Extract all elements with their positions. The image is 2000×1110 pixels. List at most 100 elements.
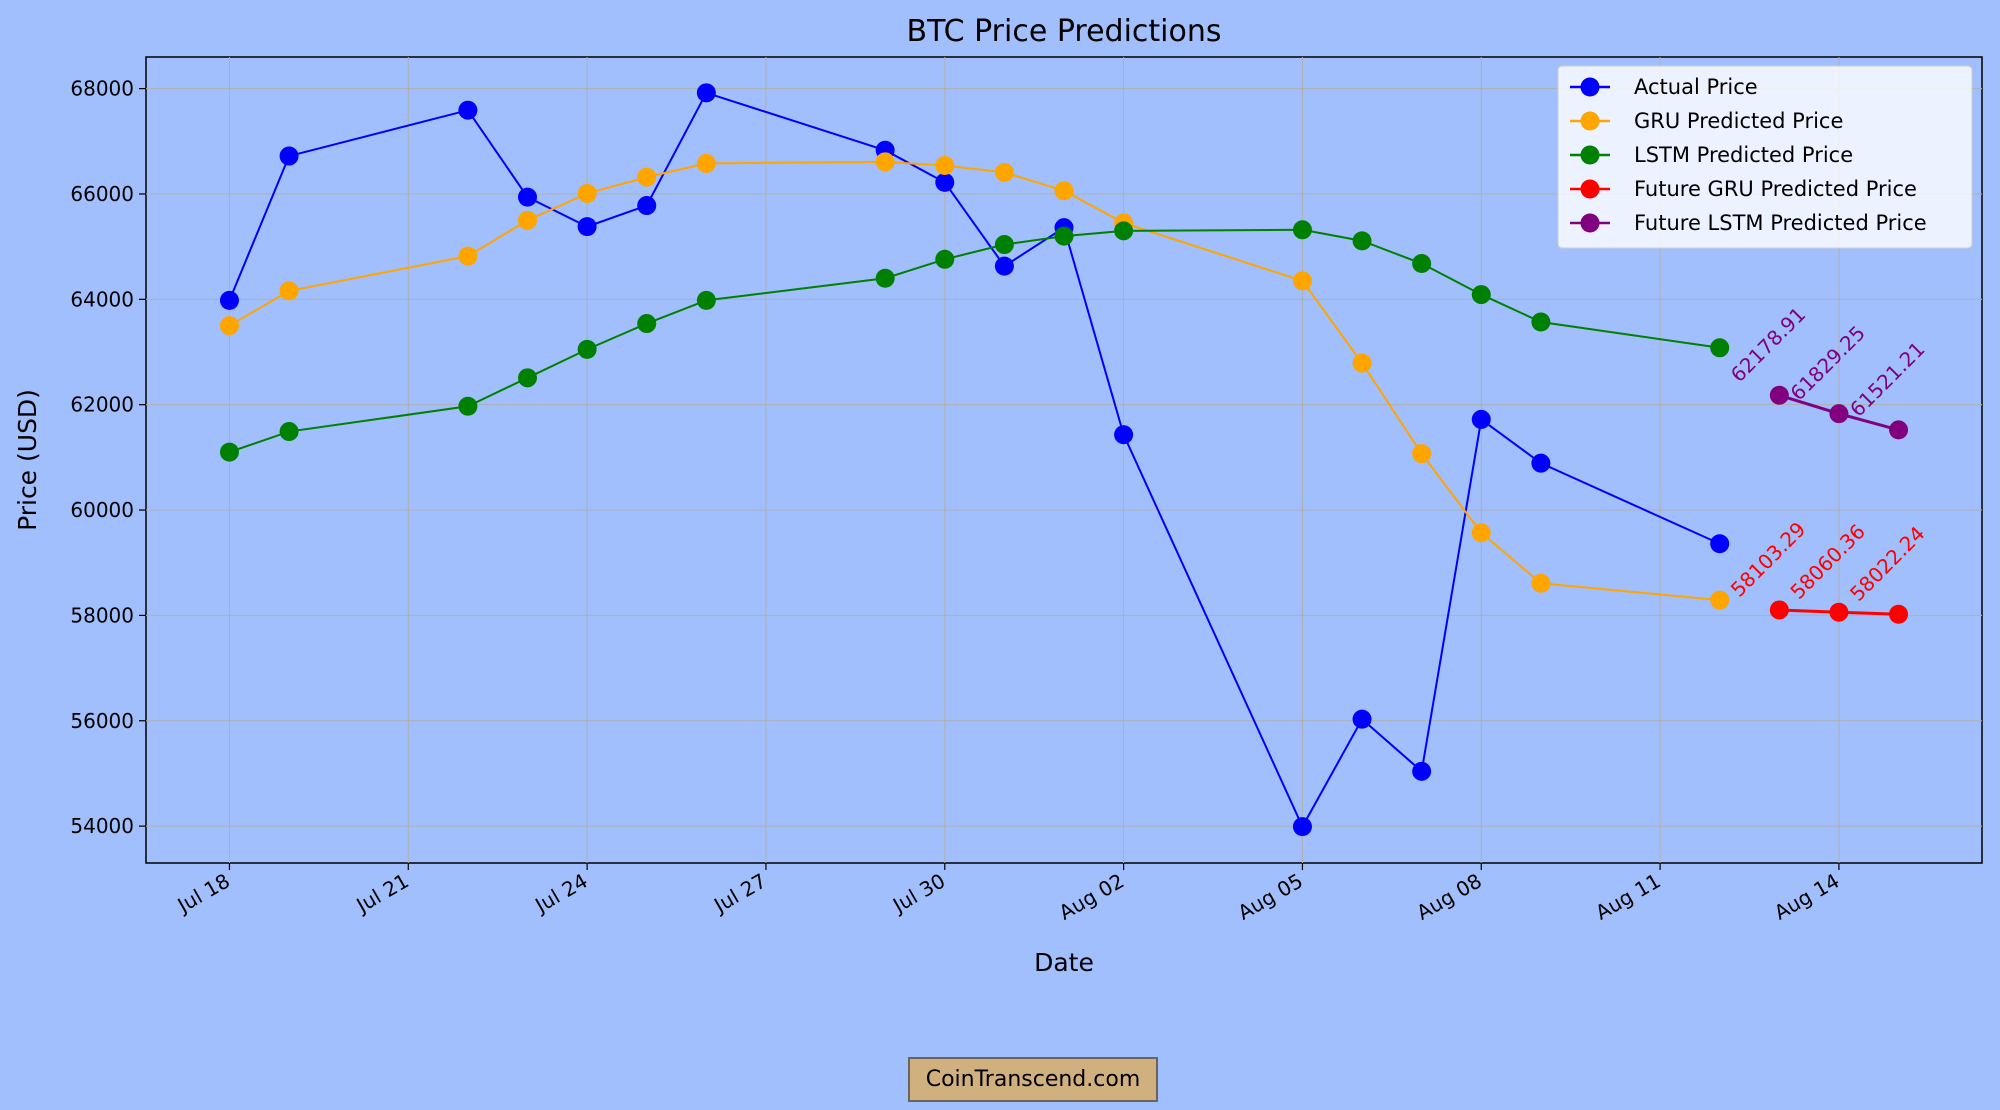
- data-point: [518, 368, 538, 388]
- legend-marker: [1580, 213, 1600, 233]
- data-point: [1292, 220, 1312, 240]
- series-line: [228, 160, 1720, 602]
- data-point: [219, 290, 239, 310]
- data-point: [1471, 409, 1491, 429]
- data-point: [1352, 353, 1372, 373]
- legend-label: LSTM Predicted Price: [1634, 143, 1853, 167]
- data-point: [994, 256, 1014, 276]
- series-line: [228, 91, 1721, 829]
- data-point: [935, 249, 955, 269]
- data-point: [696, 290, 716, 310]
- x-axis-title: Date: [1034, 948, 1094, 977]
- x-tick-label: Jul 18: [172, 869, 234, 919]
- data-point: [1292, 271, 1312, 291]
- data-point: [875, 152, 895, 172]
- data-point: [458, 100, 478, 120]
- legend-marker: [1580, 179, 1600, 199]
- x-axis: Jul 18 Jul 21 Jul 24 Jul 27 Jul 30 Aug 02 Aug …: [172, 863, 1843, 925]
- legend-label: Future GRU Predicted Price: [1634, 177, 1917, 201]
- x-tick-label: Aug 02: [1055, 869, 1128, 925]
- data-point: [1531, 453, 1551, 473]
- series-0: [219, 83, 1730, 837]
- data-point: [577, 217, 597, 237]
- series-layer: [219, 83, 1909, 837]
- series-1: [219, 152, 1730, 610]
- legend-label: Actual Price: [1634, 75, 1758, 99]
- legend-marker: [1580, 111, 1600, 131]
- data-point: [458, 396, 478, 416]
- series-line: [229, 228, 1720, 454]
- legend-marker: [1580, 145, 1600, 165]
- data-point: [1710, 590, 1730, 610]
- data-point: [696, 83, 716, 103]
- data-point: [1471, 523, 1491, 543]
- x-tick-label: Jul 30: [887, 869, 949, 919]
- x-tick-label: Aug 11: [1591, 869, 1664, 925]
- legend: Actual Price GRU Predicted Price LSTM Pred…: [1557, 65, 1973, 249]
- y-tick-label: 54000: [70, 814, 134, 838]
- data-point: [1412, 444, 1432, 464]
- data-point: [994, 162, 1014, 182]
- legend-marker: [1580, 77, 1600, 97]
- data-point: [1710, 338, 1730, 358]
- data-point: [518, 210, 538, 230]
- x-tick-label: Aug 05: [1234, 869, 1307, 925]
- data-point: [458, 246, 478, 266]
- legend-label: GRU Predicted Price: [1634, 109, 1843, 133]
- legend-box: [1557, 65, 1973, 249]
- data-point: [1769, 600, 1789, 620]
- y-tick-label: 58000: [70, 603, 134, 627]
- data-point: [1054, 226, 1074, 246]
- legend-label: Future LSTM Predicted Price: [1634, 211, 1927, 235]
- data-point: [935, 172, 955, 192]
- data-point: [1114, 425, 1134, 445]
- data-point: [1889, 420, 1909, 440]
- data-point: [279, 422, 299, 442]
- data-point: [1531, 573, 1551, 593]
- y-tick-label: 56000: [70, 709, 134, 733]
- series-2: [219, 220, 1730, 462]
- data-point: [696, 153, 716, 173]
- y-tick-label: 66000: [70, 182, 134, 206]
- data-point: [1531, 312, 1551, 332]
- series-4: [1769, 385, 1909, 440]
- x-tick-label: Aug 08: [1412, 869, 1485, 925]
- y-tick-label: 64000: [70, 287, 134, 311]
- data-point: [219, 316, 239, 336]
- series-3: [1769, 600, 1909, 624]
- data-point: [279, 146, 299, 166]
- data-point: [1412, 761, 1432, 781]
- data-point: [577, 183, 597, 203]
- data-point: [1769, 385, 1789, 405]
- data-point: [1710, 534, 1730, 554]
- y-tick-label: 68000: [70, 77, 134, 101]
- data-point: [1889, 604, 1909, 624]
- data-point: [637, 167, 657, 187]
- chart-title: BTC Price Predictions: [906, 14, 1221, 49]
- y-axis-title: Price (USD): [13, 389, 42, 531]
- data-point: [1829, 404, 1849, 424]
- data-point: [1829, 602, 1849, 622]
- x-tick-label: Jul 21: [351, 869, 413, 919]
- data-point: [935, 156, 955, 176]
- x-tick-label: Jul 27: [708, 869, 770, 919]
- data-point: [1054, 181, 1074, 201]
- data-point: [219, 442, 239, 462]
- data-point: [1412, 254, 1432, 274]
- data-point: [518, 187, 538, 207]
- data-point: [1114, 221, 1134, 241]
- y-tick-label: 62000: [70, 393, 134, 417]
- data-point: [637, 314, 657, 334]
- data-point: [577, 339, 597, 359]
- data-point: [1292, 817, 1312, 837]
- x-tick-label: Aug 14: [1770, 869, 1843, 925]
- data-point: [279, 281, 299, 301]
- data-point: [637, 196, 657, 216]
- data-point: [1352, 231, 1372, 251]
- data-point: [994, 235, 1014, 255]
- watermark: CoinTranscend.com: [908, 1057, 1158, 1102]
- y-tick-label: 60000: [70, 498, 134, 522]
- x-tick-label: Jul 24: [529, 869, 591, 919]
- data-point: [1471, 285, 1491, 305]
